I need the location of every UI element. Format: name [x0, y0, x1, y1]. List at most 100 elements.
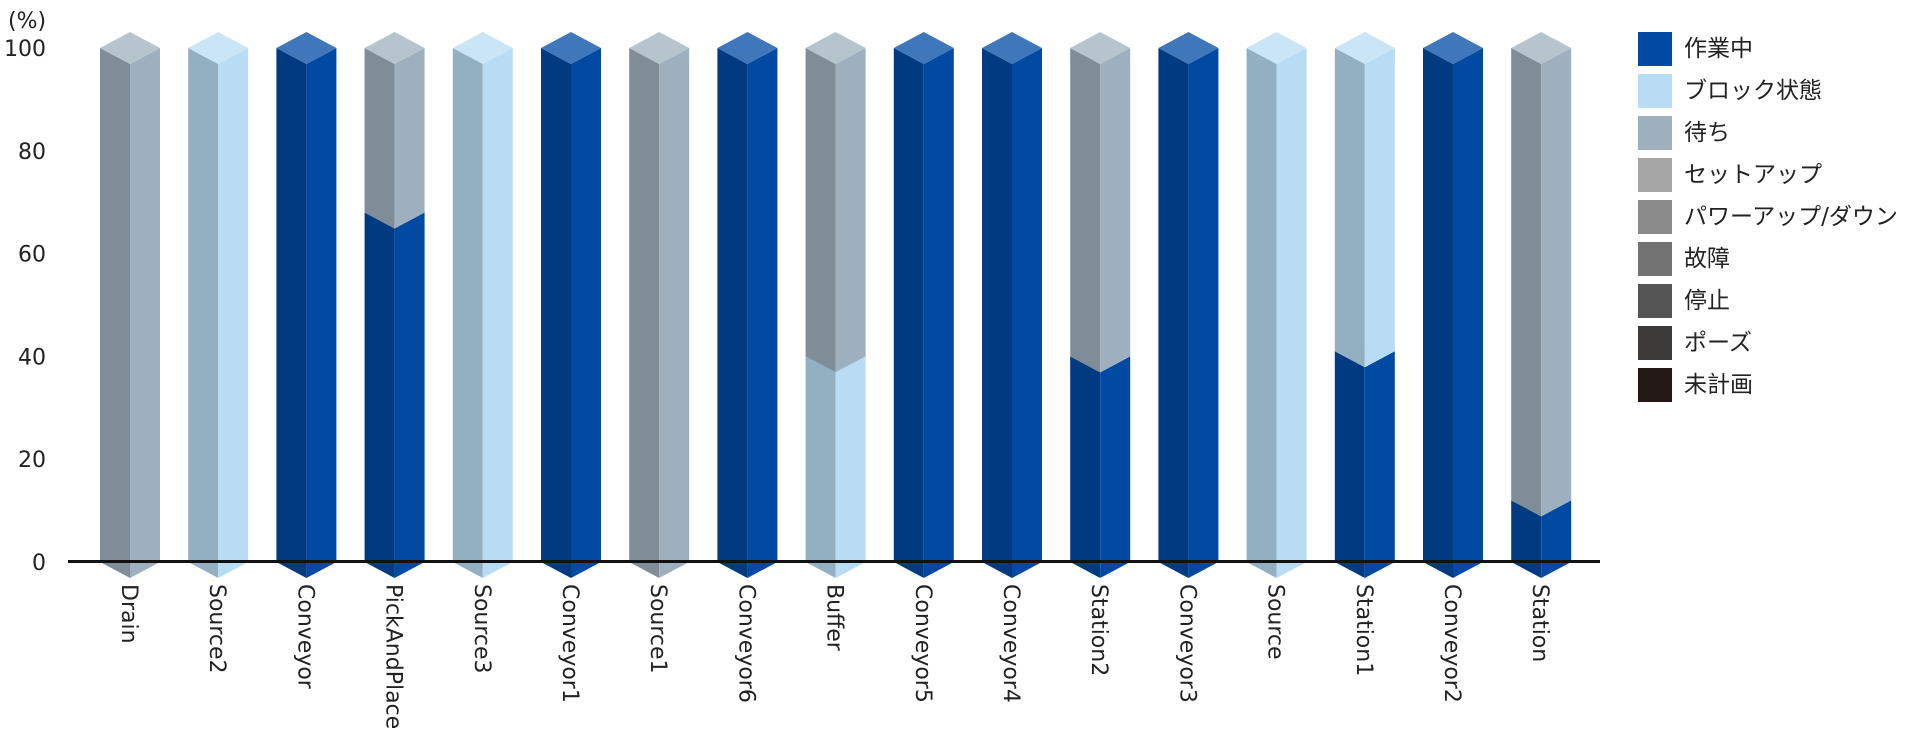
bar-top — [452, 32, 513, 64]
bar-top — [1511, 32, 1572, 64]
bar-segment — [805, 356, 866, 578]
bar-segment — [452, 48, 513, 578]
bar-segment — [717, 48, 778, 578]
bar-conveyor4 — [982, 32, 1042, 578]
bar-top — [1423, 32, 1483, 64]
bar-pickandplace — [364, 32, 425, 579]
x-tick-label: Source2 — [204, 584, 229, 674]
bar-segment — [1334, 48, 1395, 368]
legend-label: 停止 — [1684, 288, 1730, 314]
bar-face-right — [306, 48, 337, 578]
bar-face-left — [805, 356, 836, 578]
legend-swatch — [1638, 326, 1672, 360]
x-tick-label: Station — [1527, 584, 1552, 662]
bar-face-left — [629, 48, 660, 578]
x-axis-line — [68, 560, 1600, 563]
bar-conveyor2 — [1423, 32, 1483, 578]
bar-face-left — [364, 48, 395, 229]
x-tick-label: Conveyor4 — [998, 584, 1023, 703]
legend-item: 故障 — [1638, 238, 1898, 280]
bar-segment — [893, 48, 954, 578]
legend-item: セットアップ — [1638, 154, 1898, 196]
bar-segment — [1246, 48, 1307, 578]
bar-top — [276, 32, 337, 64]
legend-label: 未計画 — [1684, 372, 1753, 398]
bar-segment — [100, 48, 160, 578]
legend-swatch — [1638, 74, 1672, 108]
bar-face-left — [1334, 351, 1365, 578]
bar-face-left — [1511, 500, 1542, 578]
bar-segment — [1070, 356, 1131, 578]
chart-legend: 作業中ブロック状態 待ちセットアップパワーアップ/ダウン 故障停止ポーズ未計画 — [1638, 28, 1898, 406]
bar-top — [1070, 32, 1131, 64]
y-tick-label: 60 — [18, 243, 46, 268]
bar-face-right — [1012, 48, 1042, 578]
bar-face-left — [1246, 48, 1277, 578]
bar-face-right — [1100, 48, 1131, 373]
bar-top — [1158, 32, 1219, 64]
bar-face-right — [1188, 48, 1219, 578]
chart-canvas: (%) 0 20 40 60 80 100 Drain Source2 Conveyor PickA… — [4, 9, 1600, 729]
bar-face-right — [1364, 48, 1395, 368]
bar-segment — [1158, 48, 1219, 578]
bar-face-left — [276, 48, 307, 578]
bar-station2 — [1070, 32, 1131, 578]
bar-top — [188, 32, 249, 64]
x-tick-label: Conveyor1 — [557, 584, 582, 703]
bar-face-left — [982, 48, 1012, 578]
legend-label: セットアップ — [1684, 162, 1822, 188]
bar-top — [893, 32, 954, 64]
bar-source — [1246, 32, 1307, 578]
bar-face-right — [394, 212, 425, 579]
bar-segment — [1511, 48, 1572, 517]
bar-conveyor3 — [1158, 32, 1219, 578]
bars — [100, 32, 1572, 579]
bar-face-right — [1100, 356, 1131, 578]
bar-top — [100, 32, 160, 64]
bar-face-left — [1334, 48, 1365, 368]
y-tick-label: 100 — [4, 37, 46, 62]
x-tick-label: Source3 — [469, 584, 494, 674]
bar-face-left — [541, 48, 571, 578]
x-tick-label: Conveyor — [292, 584, 317, 690]
x-tick-label: Conveyor5 — [910, 584, 935, 703]
bar-conveyor5 — [893, 32, 954, 578]
bar-face-right — [1541, 500, 1572, 578]
y-tick-label: 0 — [32, 551, 46, 576]
legend-swatch — [1638, 158, 1672, 192]
bar-face-left — [805, 48, 836, 373]
legend-item: ブロック状態 — [1638, 70, 1898, 112]
legend-label: 待ち — [1684, 120, 1730, 146]
bar-face-right — [1276, 48, 1307, 578]
y-tick-label: 40 — [18, 345, 46, 370]
bar-source2 — [188, 32, 249, 578]
legend-swatch — [1638, 32, 1672, 66]
legend-swatch — [1638, 116, 1672, 150]
x-tick-label: Buffer — [822, 584, 847, 652]
x-tick-label: Conveyor3 — [1174, 584, 1199, 703]
legend-item: ポーズ — [1638, 322, 1898, 364]
legend-item: 停止 — [1638, 280, 1898, 322]
legend-label: ポーズ — [1684, 330, 1752, 356]
bar-face-right — [659, 48, 690, 578]
bar-buffer — [805, 32, 866, 578]
bar-segment — [1511, 500, 1572, 578]
legend-label: ブロック状態 — [1684, 78, 1822, 104]
bar-face-right — [571, 48, 601, 578]
bar-face-right — [747, 48, 778, 578]
bar-face-left — [717, 48, 748, 578]
legend-swatch — [1638, 284, 1672, 318]
bar-face-right — [1541, 48, 1572, 517]
legend-item: 作業中 — [1638, 28, 1898, 70]
bar-drain — [100, 32, 160, 578]
bar-face-left — [452, 48, 483, 578]
bar-face-right — [923, 48, 954, 578]
bar-top — [629, 32, 690, 64]
x-tick-label: Source1 — [645, 584, 670, 674]
bar-face-left — [188, 48, 219, 578]
bar-face-right — [130, 48, 160, 578]
legend-item: パワーアップ/ダウン — [1638, 196, 1898, 238]
bar-face-left — [100, 48, 130, 578]
bar-face-right — [1453, 48, 1483, 578]
bar-segment — [1423, 48, 1483, 578]
